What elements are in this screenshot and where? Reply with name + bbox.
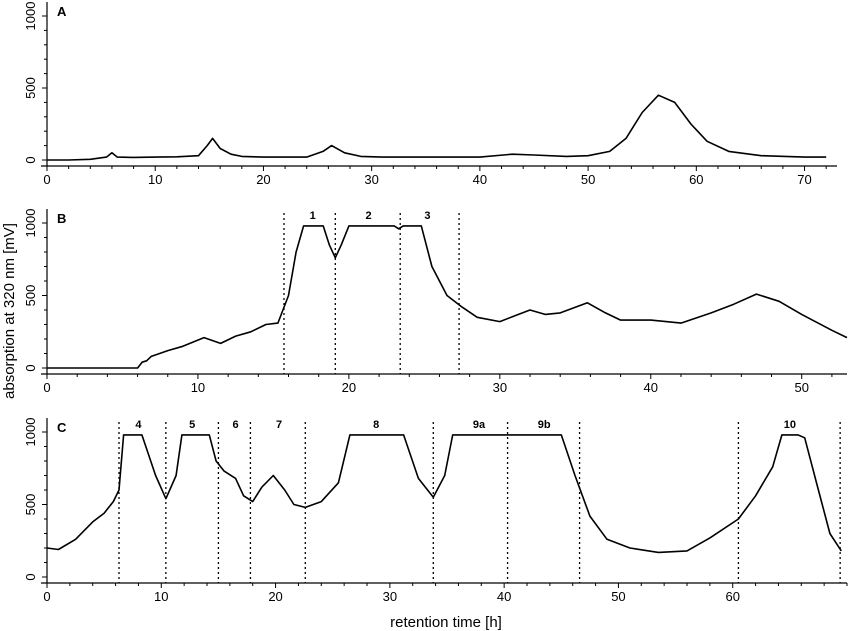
x-tick-label-b: 0	[43, 380, 50, 395]
x-tick-label-b: 40	[644, 380, 658, 395]
fraction-label-8: 8	[373, 419, 379, 431]
y-tick-label-c: 1000	[23, 418, 38, 447]
x-tick-label-b: 10	[191, 380, 205, 395]
fraction-label-6: 6	[233, 419, 239, 431]
chromatogram-line-b	[47, 225, 848, 369]
chromatogram-line-a	[47, 94, 827, 161]
fraction-label-9a: 9a	[473, 419, 486, 431]
y-tick-label-c: 0	[23, 573, 38, 580]
x-tick-label-c: 60	[725, 589, 739, 604]
x-tick-label-a: 70	[797, 172, 811, 187]
y-tick-label-a: 0	[23, 156, 38, 163]
x-tick-label-a: 20	[256, 172, 270, 187]
x-tick-label-a: 50	[581, 172, 595, 187]
fraction-label-2: 2	[365, 210, 371, 222]
fraction-label-1: 1	[310, 210, 316, 222]
x-tick-label-c: 40	[497, 589, 511, 604]
y-tick-label-b: 500	[23, 285, 38, 307]
fraction-label-9b: 9b	[538, 419, 551, 431]
x-tick-label-b: 30	[493, 380, 507, 395]
fraction-label-4: 4	[135, 419, 142, 431]
fraction-label-5: 5	[189, 419, 195, 431]
panel-label-b: B	[57, 211, 66, 226]
x-tick-label-b: 20	[342, 380, 356, 395]
panel-c: C 0 10 20 30 40 50 60 0 500 1000 4 5 6 7 8 9a 9b 10	[23, 418, 848, 604]
x-axis-label: retention time [h]	[390, 614, 502, 631]
y-tick-label-b: 1000	[23, 209, 38, 238]
y-tick-label-a: 1000	[23, 2, 38, 31]
x-tick-label-c: 30	[383, 589, 397, 604]
y-tick-label-a: 500	[23, 77, 38, 99]
x-tick-label-c: 50	[611, 589, 625, 604]
x-tick-label-c: 10	[154, 589, 168, 604]
fraction-label-7: 7	[276, 419, 282, 431]
x-tick-label-a: 40	[473, 172, 487, 187]
x-tick-label-c: 20	[268, 589, 282, 604]
y-axis-label: absorption at 320 nm [mV]	[1, 223, 18, 399]
x-tick-label-a: 10	[148, 172, 162, 187]
y-tick-label-b: 0	[23, 364, 38, 371]
fraction-label-3: 3	[424, 210, 430, 222]
y-tick-label-c: 500	[23, 494, 38, 516]
panel-label-c: C	[57, 420, 67, 435]
x-tick-label-a: 30	[364, 172, 378, 187]
fraction-label-10: 10	[784, 419, 796, 431]
x-tick-label-a: 60	[689, 172, 703, 187]
x-tick-label-a: 0	[43, 172, 50, 187]
panel-label-a: A	[57, 4, 67, 19]
chromatogram-line-c	[46, 434, 842, 554]
x-tick-label-b: 50	[794, 380, 808, 395]
x-tick-label-c: 0	[43, 589, 50, 604]
panel-a: A 0 10 20 30 40 50 60 70 0 500 1000	[23, 2, 837, 187]
